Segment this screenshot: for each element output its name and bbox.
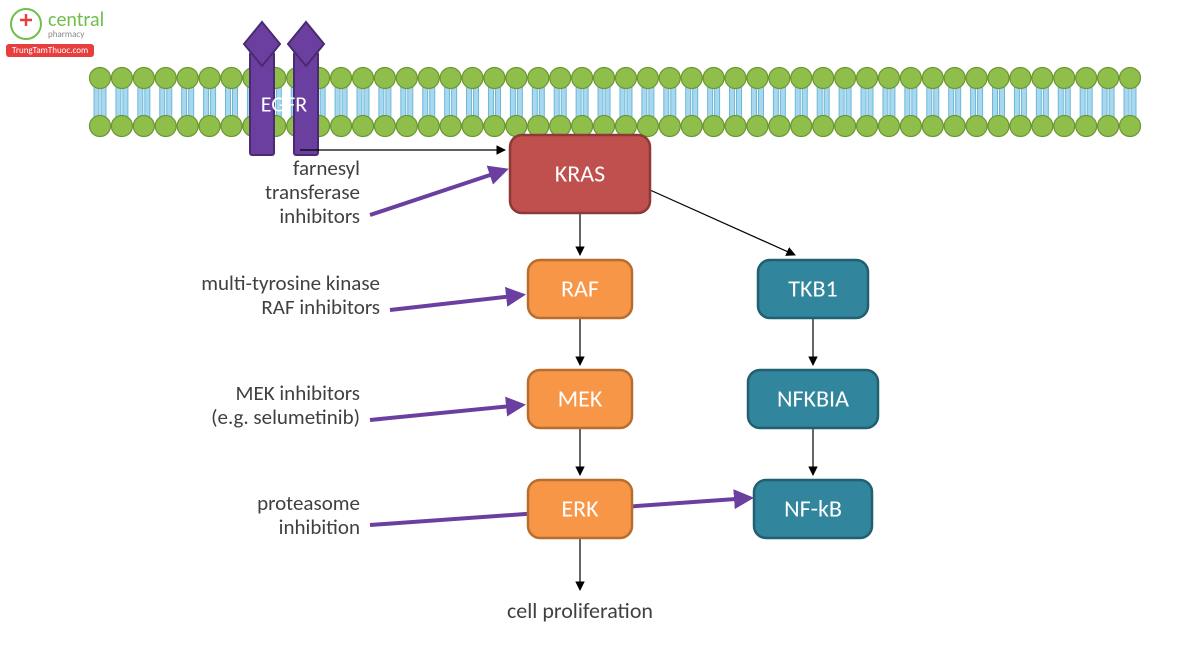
svg-text:EGFR: EGFR [261, 91, 307, 118]
inhibitor-arrows [370, 170, 750, 525]
outcome-label: cell proliferation [507, 597, 653, 624]
svg-text:TKB1: TKB1 [788, 275, 837, 304]
inhibitor-labels: farnesyltransferaseinhibitors multi-tyros… [201, 155, 380, 540]
nodes: KRAS RAF MEK TKB1 NFKBIA NF-kB [510, 135, 878, 538]
svg-text:NFKBIA: NFKBIA [777, 385, 849, 414]
svg-text:multi-tyrosine kinaseRAF inhib: multi-tyrosine kinaseRAF inhibitors [201, 270, 380, 320]
svg-text:proteasomeinhibition: proteasomeinhibition [257, 490, 360, 540]
svg-text:ERK: ERK [561, 495, 599, 524]
egfr-receptor: EGFR [244, 22, 324, 155]
svg-text:RAF: RAF [561, 275, 599, 304]
pathway-diagram: EGFR KRAS RAF MEK TKB1 NFKBIA NF-kB ERK farne… [0, 0, 1200, 666]
svg-text:NF-kB: NF-kB [784, 495, 842, 524]
membrane [90, 68, 1141, 137]
svg-text:KRAS: KRAS [555, 160, 605, 189]
svg-text:MEK inhibitors(e.g. selumetini: MEK inhibitors(e.g. selumetinib) [211, 380, 360, 430]
svg-text:farnesyltransferaseinhibitors: farnesyltransferaseinhibitors [265, 155, 360, 229]
svg-text:MEK: MEK [558, 385, 603, 414]
